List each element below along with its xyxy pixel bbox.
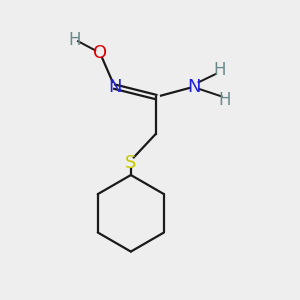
Text: N: N	[108, 78, 122, 96]
Text: S: S	[125, 154, 136, 172]
Text: O: O	[93, 44, 107, 62]
Text: H: H	[69, 31, 81, 49]
Text: H: H	[219, 91, 231, 109]
Text: N: N	[188, 78, 201, 96]
Text: H: H	[213, 61, 225, 80]
